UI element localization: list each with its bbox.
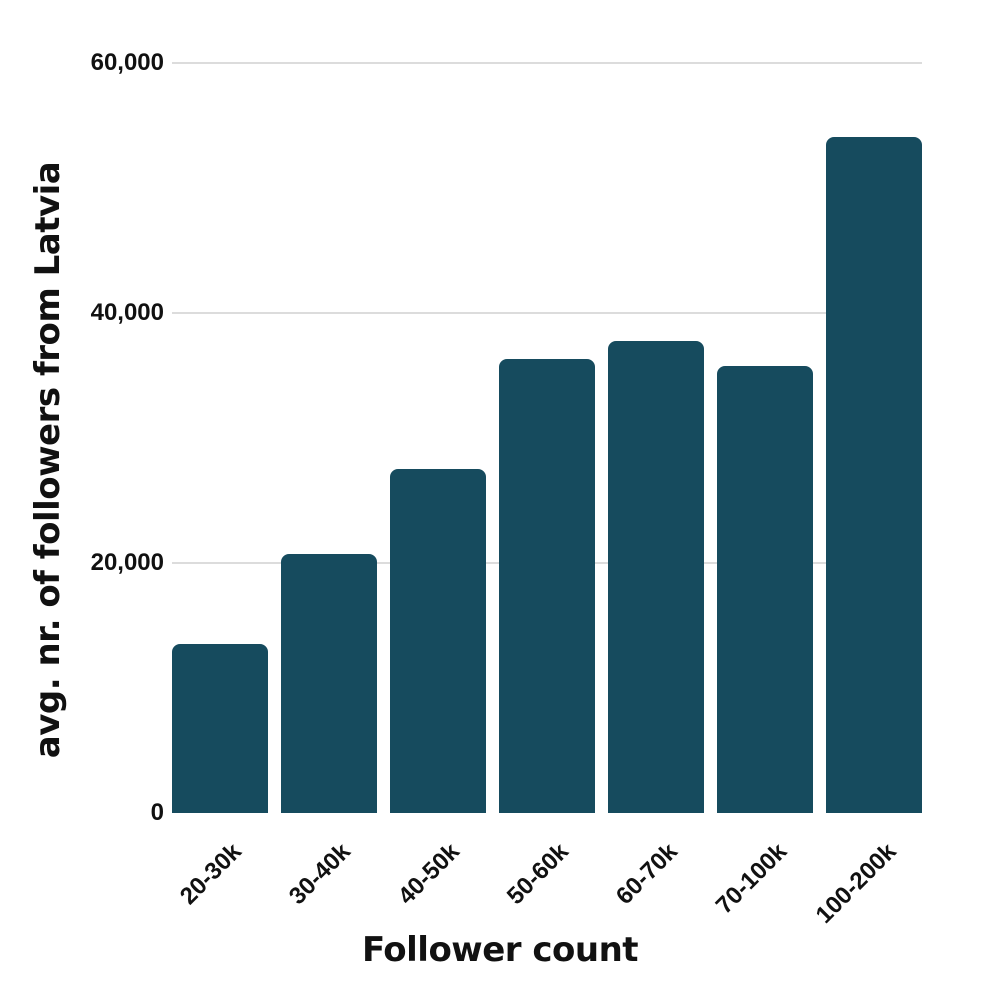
x-tick-label: 40-50k <box>393 838 466 910</box>
x-tick-label: 20-30k <box>175 838 248 910</box>
bar-100-200k <box>826 136 922 813</box>
bar-50-60k <box>499 359 595 813</box>
x-tick-label: 30-40k <box>284 838 357 910</box>
x-tick-label: 100-200k <box>810 838 902 929</box>
y-tick-label: 40,000 <box>90 299 164 326</box>
bar-70-100k <box>717 365 813 813</box>
bar-40-50k <box>390 469 486 813</box>
x-axis-label: Follower count <box>361 930 639 970</box>
bar-20-30k <box>172 644 268 813</box>
bar-30-40k <box>281 554 377 813</box>
y-tick-label: 20,000 <box>90 549 164 576</box>
x-tick-label: 70-100k <box>710 838 793 920</box>
gridline <box>172 62 922 64</box>
y-tick-label: 0 <box>150 799 164 826</box>
x-tick-label: 60-70k <box>611 838 684 910</box>
gridline <box>172 312 922 314</box>
y-axis-label: avg. nr. of followers from Latvia <box>28 161 68 759</box>
bar-60-70k <box>608 340 704 813</box>
y-tick-label: 60,000 <box>90 49 164 76</box>
x-tick-label: 50-60k <box>502 838 575 910</box>
